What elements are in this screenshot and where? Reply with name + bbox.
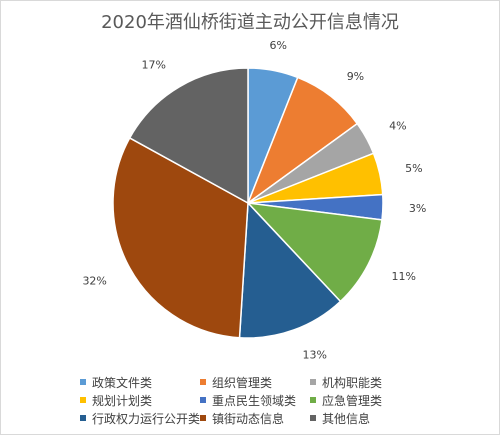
- data-label-6: 11%: [392, 270, 416, 283]
- legend-label: 机构职能类: [322, 375, 383, 390]
- data-label-2: 9%: [347, 70, 364, 83]
- legend-label: 镇街动态信息: [212, 411, 285, 426]
- data-label-9: 17%: [142, 58, 166, 71]
- legend-item-1: 政策文件类: [80, 374, 200, 390]
- legend-item-8: 镇街动态信息: [200, 410, 310, 426]
- legend-item-9: 其他信息: [310, 410, 420, 426]
- chart-title: 2020年酒仙桥街道主动公开信息情况: [101, 12, 399, 33]
- legend-swatch: [310, 397, 316, 403]
- data-label-1: 6%: [269, 39, 286, 52]
- legend-label: 其他信息: [322, 411, 371, 426]
- legend-item-5: 重点民生领域类: [200, 392, 310, 408]
- legend-swatch: [80, 379, 86, 385]
- legend: 政策文件类 组织管理类 机构职能类规划计划类 重点民生领域类 应急管理类行政权力运行公开…: [80, 374, 420, 426]
- legend-label: 规划计划类: [92, 393, 153, 408]
- pie-slice-7: [238, 201, 342, 339]
- pie-slice-8: [112, 136, 249, 339]
- pie-slice-9: [128, 67, 249, 205]
- legend-swatch: [310, 379, 316, 385]
- legend-swatch: [80, 415, 86, 421]
- legend-swatch: [80, 397, 86, 403]
- legend-item-2: 组织管理类: [200, 374, 310, 390]
- legend-label: 政策文件类: [92, 375, 153, 390]
- legend-swatch: [200, 397, 206, 403]
- legend-swatch: [200, 415, 206, 421]
- legend-item-7: 行政权力运行公开类: [80, 410, 200, 426]
- data-label-5: 3%: [409, 202, 426, 215]
- data-label-3: 4%: [389, 119, 406, 132]
- data-label-8: 32%: [82, 275, 106, 288]
- data-label-4: 5%: [405, 162, 422, 175]
- legend-label: 重点民生领域类: [212, 393, 297, 408]
- data-label-7: 13%: [303, 349, 327, 362]
- legend-item-6: 应急管理类: [310, 392, 420, 408]
- legend-item-3: 机构职能类: [310, 374, 420, 390]
- legend-label: 行政权力运行公开类: [91, 411, 200, 426]
- legend-swatch: [200, 379, 206, 385]
- legend-item-4: 规划计划类: [80, 392, 200, 408]
- pie-slice-6: [246, 201, 383, 303]
- legend-swatch: [310, 415, 316, 421]
- legend-label: 组织管理类: [212, 375, 273, 390]
- legend-label: 应急管理类: [322, 393, 383, 408]
